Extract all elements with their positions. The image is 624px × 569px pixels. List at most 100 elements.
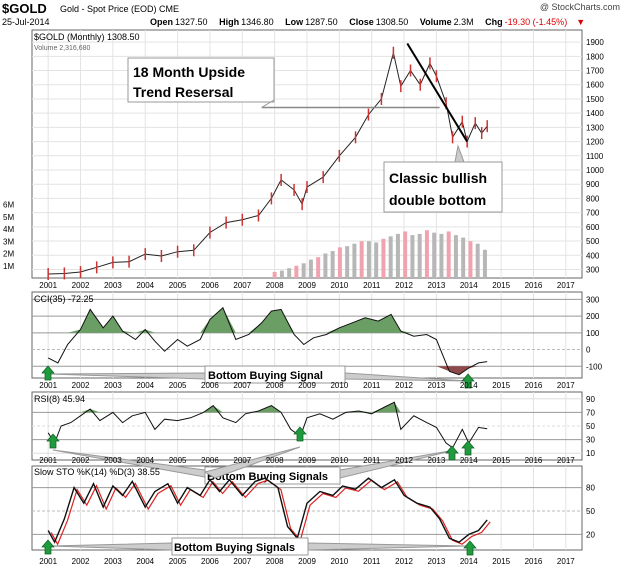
volume-bar xyxy=(279,270,284,278)
volume-bar xyxy=(374,242,379,278)
annotation-pointer xyxy=(261,99,275,108)
x-tick-label: 2011 xyxy=(363,456,381,465)
x-tick-label: 2015 xyxy=(492,281,510,290)
rsi-y-tick: 50 xyxy=(586,422,595,431)
price-y-tick: 700 xyxy=(586,209,600,218)
x-tick-label: 2008 xyxy=(266,456,284,465)
volume-label: Volume xyxy=(419,17,452,27)
x-tick-label: 2016 xyxy=(525,456,543,465)
sto-k-line xyxy=(47,477,488,544)
x-tick-label: 2002 xyxy=(72,381,90,390)
up-arrow-icon xyxy=(46,433,60,449)
sto-y-tick: 80 xyxy=(586,484,595,493)
x-tick-label: 2014 xyxy=(460,557,478,566)
low-label: Low xyxy=(285,17,304,27)
x-tick-label: 2016 xyxy=(525,281,543,290)
brand: @ StockCharts.com xyxy=(539,2,620,12)
cci-overbought-area xyxy=(48,307,488,333)
cci-y-tick: 0 xyxy=(586,346,591,355)
volume-bar xyxy=(417,233,422,278)
price-y-tick: 300 xyxy=(586,265,600,274)
annotation-bottom: double bottom xyxy=(389,192,486,208)
x-tick-label: 2005 xyxy=(169,557,187,566)
volume-bar xyxy=(345,246,350,278)
x-tick-label: 2013 xyxy=(428,456,446,465)
cci-y-tick: 200 xyxy=(586,312,600,321)
x-tick-label: 2005 xyxy=(169,381,187,390)
volume-bar xyxy=(301,263,306,278)
volume-bar xyxy=(432,232,437,278)
volume-bar xyxy=(359,241,364,278)
volume-bar xyxy=(446,231,451,278)
volume-bar xyxy=(468,241,473,278)
price-y-tick: 1000 xyxy=(586,166,604,175)
low-value: 1287.50 xyxy=(305,17,338,27)
x-tick-label: 2001 xyxy=(39,456,57,465)
x-tick-label: 2006 xyxy=(201,456,219,465)
price-y-tick: 400 xyxy=(586,251,600,260)
x-tick-label: 2005 xyxy=(169,281,187,290)
volume-bar xyxy=(287,268,292,278)
x-tick-label: 2008 xyxy=(266,557,284,566)
price-y-tick: 1200 xyxy=(586,138,604,147)
up-arrow-icon xyxy=(461,373,475,389)
volume-bar xyxy=(403,231,408,278)
sto-d-line xyxy=(50,479,491,546)
volume-value: 2.3M xyxy=(453,17,474,27)
open-value: 1327.50 xyxy=(175,17,208,27)
rsi-legend: RSI(8) 45.94 xyxy=(34,394,85,404)
annotation-box xyxy=(383,161,503,213)
x-tick-label: 2015 xyxy=(492,381,510,390)
volume-bar xyxy=(323,253,328,278)
x-tick-label: 2009 xyxy=(298,281,316,290)
price-y-tick: 1600 xyxy=(586,81,604,90)
price-y-tick: 600 xyxy=(586,223,600,232)
rsi-line xyxy=(47,401,488,449)
volume-tick: 5M xyxy=(3,213,14,222)
x-tick-label: 2007 xyxy=(233,281,251,290)
volume-legend: Volume 2,316,680 xyxy=(34,45,91,52)
volume-tick: 4M xyxy=(3,225,14,234)
signal-pointer xyxy=(52,449,206,478)
x-tick-label: 2009 xyxy=(298,456,316,465)
price-y-tick: 1700 xyxy=(586,67,604,76)
price-y-tick: 1800 xyxy=(586,52,604,61)
x-tick-label: 2002 xyxy=(72,557,90,566)
x-tick-label: 2014 xyxy=(460,456,478,465)
chart-header: $GOLD Gold - Spot Price (EOD) CME @ Stoc… xyxy=(0,0,624,30)
volume-bar xyxy=(337,247,342,278)
volume-tick: 1M xyxy=(3,262,14,271)
volume-tick: 2M xyxy=(3,250,14,259)
x-tick-label: 2013 xyxy=(428,557,446,566)
x-tick-label: 2012 xyxy=(395,281,413,290)
instrument-full-name: Gold - Spot Price (EOD) xyxy=(60,4,157,14)
volume-tick: 3M xyxy=(3,237,14,246)
x-tick-label: 2011 xyxy=(363,281,381,290)
volume-bar xyxy=(330,251,335,278)
x-tick-label: 2004 xyxy=(136,456,154,465)
x-tick-label: 2015 xyxy=(492,456,510,465)
exchange: CME xyxy=(159,4,180,14)
annotation-box xyxy=(127,57,275,103)
rsi-signal-label: Bottom Buying Signals xyxy=(207,471,328,483)
chg-value: -19.30 (-1.45%) xyxy=(504,17,568,27)
price-y-tick: 800 xyxy=(586,194,600,203)
x-tick-label: 2007 xyxy=(233,557,251,566)
rsi-y-tick: 70 xyxy=(586,408,595,417)
x-tick-label: 2008 xyxy=(266,281,284,290)
volume-bar xyxy=(308,259,313,278)
price-legend: $GOLD (Monthly) 1308.50 xyxy=(34,32,140,42)
x-tick-label: 2010 xyxy=(330,557,348,566)
signal-pointer xyxy=(47,372,206,380)
x-tick-label: 2010 xyxy=(330,381,348,390)
sto-signal-label: Bottom Buying Signals xyxy=(174,542,295,554)
up-arrow-icon xyxy=(463,540,477,556)
volume-bar xyxy=(439,233,444,278)
x-tick-label: 2007 xyxy=(233,456,251,465)
x-tick-label: 2006 xyxy=(201,381,219,390)
cci-signal-label: Bottom Buying Signal xyxy=(208,370,323,382)
annotation-trend: 18 Month Upside xyxy=(133,64,245,80)
x-tick-label: 2009 xyxy=(298,381,316,390)
annotation-pointer xyxy=(454,144,465,163)
